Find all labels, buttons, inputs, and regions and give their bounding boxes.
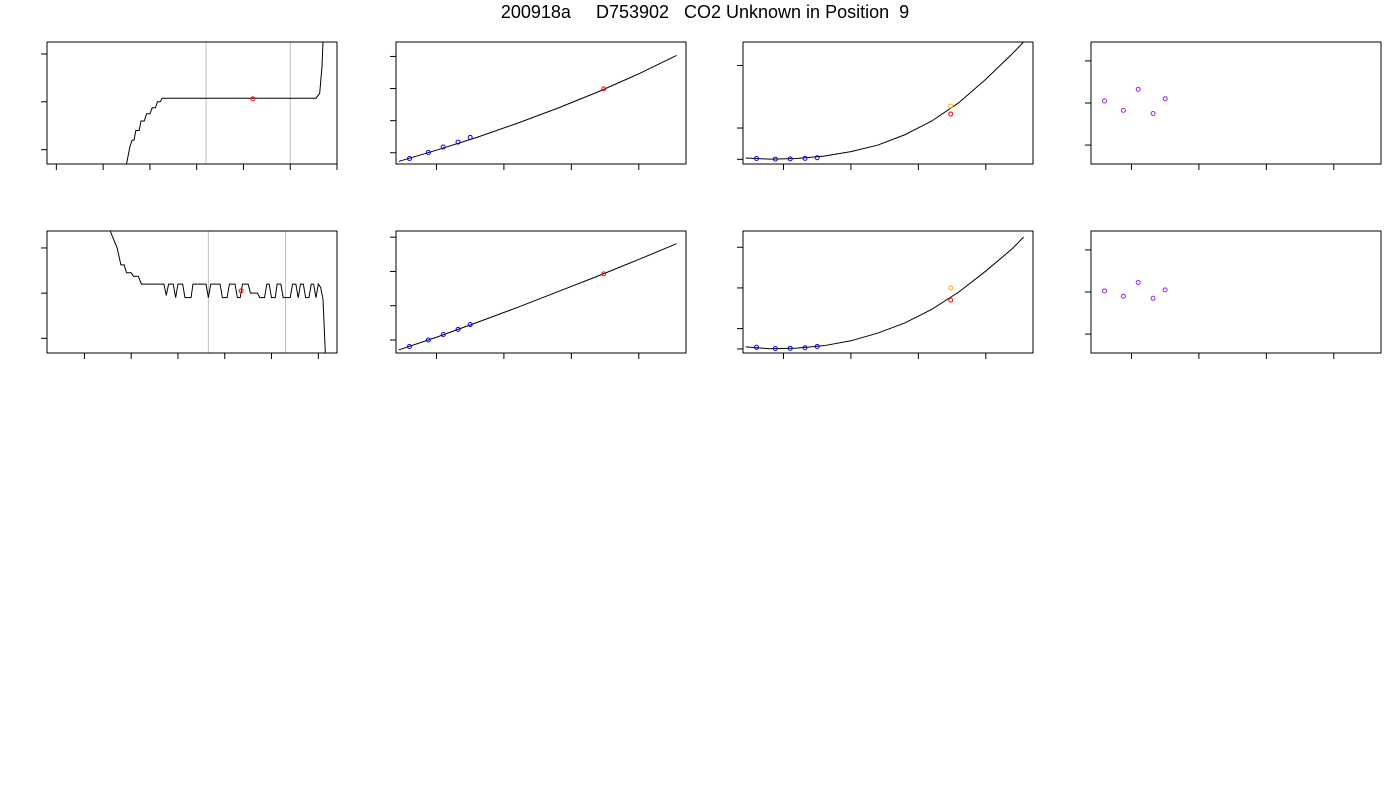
residual-point: [1101, 98, 1107, 104]
plot-area: [126, 42, 324, 164]
chart-panel: [390, 230, 687, 359]
plot-frame: [395, 230, 687, 354]
known-point: [455, 326, 461, 332]
known-point: [802, 345, 808, 351]
unknown-point: [238, 288, 244, 294]
residual-point: [1101, 288, 1107, 294]
plot-frame: [742, 41, 1034, 165]
residual-point: [1135, 86, 1141, 92]
known-point: [814, 155, 820, 161]
chart-panel: [390, 41, 687, 170]
known-point: [467, 134, 473, 140]
known-point: [467, 322, 473, 328]
plot-area: [1101, 86, 1168, 117]
unknown-point: [948, 111, 954, 117]
unknown-point: [250, 96, 256, 102]
known-point: [440, 144, 446, 150]
known-point: [455, 139, 461, 145]
chart-panel: [41, 41, 338, 170]
fit-curve: [745, 236, 1024, 350]
plot-frame: [46, 41, 338, 165]
chart-panel: [1085, 41, 1382, 170]
residual-point: [1135, 280, 1141, 286]
known-point: [753, 156, 759, 162]
residual-point: [1162, 96, 1168, 102]
reference-point: [948, 285, 954, 291]
plot-area: [1101, 280, 1168, 301]
plot-area: [398, 55, 677, 162]
series-line: [126, 42, 324, 164]
chart-panel: [41, 230, 338, 359]
plot-frame: [46, 230, 338, 354]
plot-area: [745, 42, 1024, 162]
known-point: [406, 343, 412, 349]
known-point: [425, 149, 431, 155]
known-point: [787, 156, 793, 162]
fit-curve: [398, 55, 677, 162]
known-point: [814, 343, 820, 349]
chart-panel: [1085, 230, 1382, 359]
fit-curve: [398, 243, 677, 351]
known-point: [753, 344, 759, 350]
residual-point: [1120, 107, 1126, 113]
plot-area: [398, 243, 677, 351]
plot-frame: [395, 41, 687, 165]
unknown-point: [948, 297, 954, 303]
unknown-point: [601, 271, 607, 277]
panels: [41, 41, 1382, 359]
plot-area: [745, 236, 1024, 352]
known-point: [440, 331, 446, 337]
chart-panel: [737, 41, 1034, 170]
residual-point: [1150, 295, 1156, 301]
unknown-point: [601, 86, 607, 92]
plot-area: [109, 231, 326, 353]
plot-frame: [1090, 41, 1382, 165]
known-point: [802, 155, 808, 161]
residual-point: [1120, 293, 1126, 299]
plot-frame: [742, 230, 1034, 354]
known-point: [772, 156, 778, 162]
series-line: [109, 231, 326, 353]
page-title: 200918a D753902 CO2 Unknown in Position …: [501, 2, 909, 22]
known-point: [772, 346, 778, 352]
plot-frame: [1090, 230, 1382, 354]
known-point: [425, 337, 431, 343]
residual-point: [1150, 111, 1156, 117]
fit-curve: [745, 42, 1024, 160]
known-point: [787, 345, 793, 351]
chart-panel: [737, 230, 1034, 359]
residual-point: [1162, 287, 1168, 293]
reference-point: [948, 103, 954, 109]
known-point: [406, 156, 412, 162]
